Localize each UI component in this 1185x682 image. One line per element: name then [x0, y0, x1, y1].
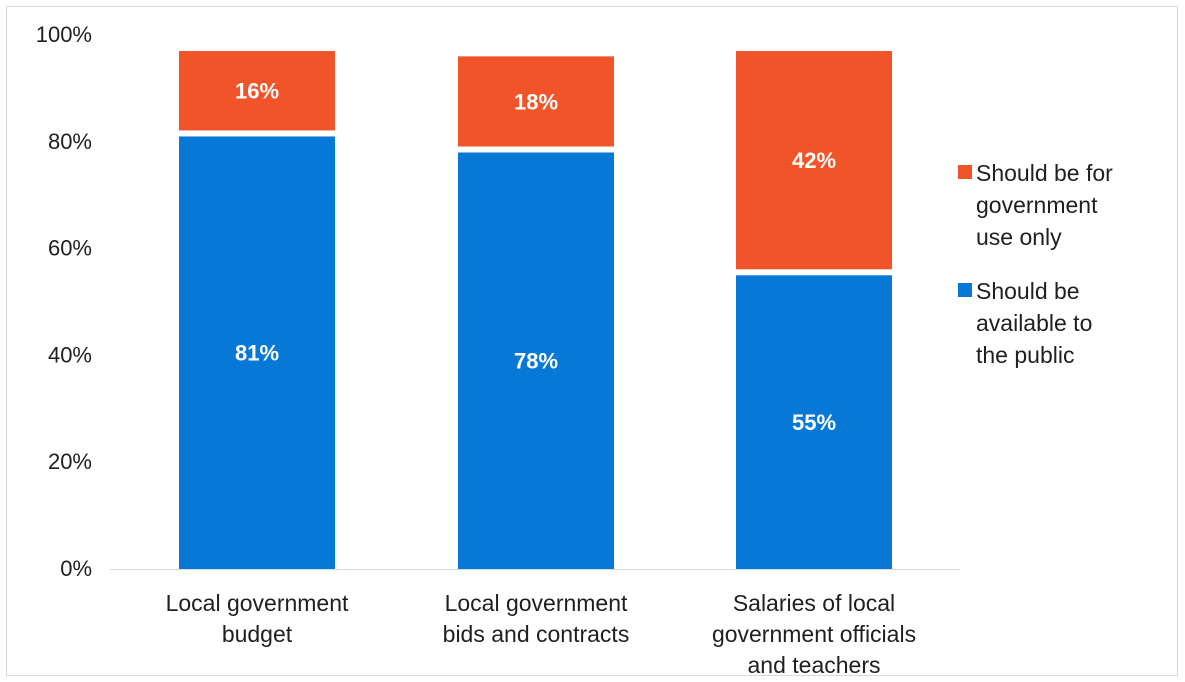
- bar-segment-public: [736, 275, 892, 569]
- legend-swatch: [958, 283, 972, 297]
- category-label: budget: [222, 621, 293, 647]
- legend-label: Should be: [976, 278, 1080, 304]
- data-label: 42%: [792, 148, 836, 173]
- y-tick-label: 60%: [48, 236, 92, 261]
- y-tick-label: 100%: [36, 22, 92, 47]
- data-label: 81%: [235, 341, 279, 366]
- legend-label: Should be for: [976, 160, 1113, 186]
- y-tick-label: 0%: [60, 556, 92, 581]
- legend-label: available to: [976, 310, 1092, 336]
- bar-segment-government-only: [458, 56, 614, 147]
- category-label: Local government: [445, 590, 628, 616]
- data-label: 16%: [235, 79, 279, 104]
- legend-label: the public: [976, 342, 1074, 368]
- legend-label: government: [976, 192, 1098, 218]
- category-label: government officials: [712, 621, 916, 647]
- bar-segment-government-only: [736, 51, 892, 270]
- legend-label: use only: [976, 224, 1062, 250]
- legend-swatch: [958, 165, 972, 179]
- category-label: bids and contracts: [443, 621, 630, 647]
- y-tick-label: 20%: [48, 449, 92, 474]
- y-tick-label: 80%: [48, 129, 92, 154]
- data-label: 18%: [514, 89, 558, 114]
- data-label: 55%: [792, 410, 836, 435]
- category-label: and teachers: [748, 652, 881, 678]
- category-label: Salaries of local: [733, 590, 895, 616]
- bar-segment-government-only: [179, 51, 335, 131]
- y-tick-label: 40%: [48, 342, 92, 367]
- category-label: Local government: [166, 590, 349, 616]
- data-label: 78%: [514, 349, 558, 374]
- bar-segment-public: [458, 152, 614, 570]
- bar-segment-public: [179, 136, 335, 569]
